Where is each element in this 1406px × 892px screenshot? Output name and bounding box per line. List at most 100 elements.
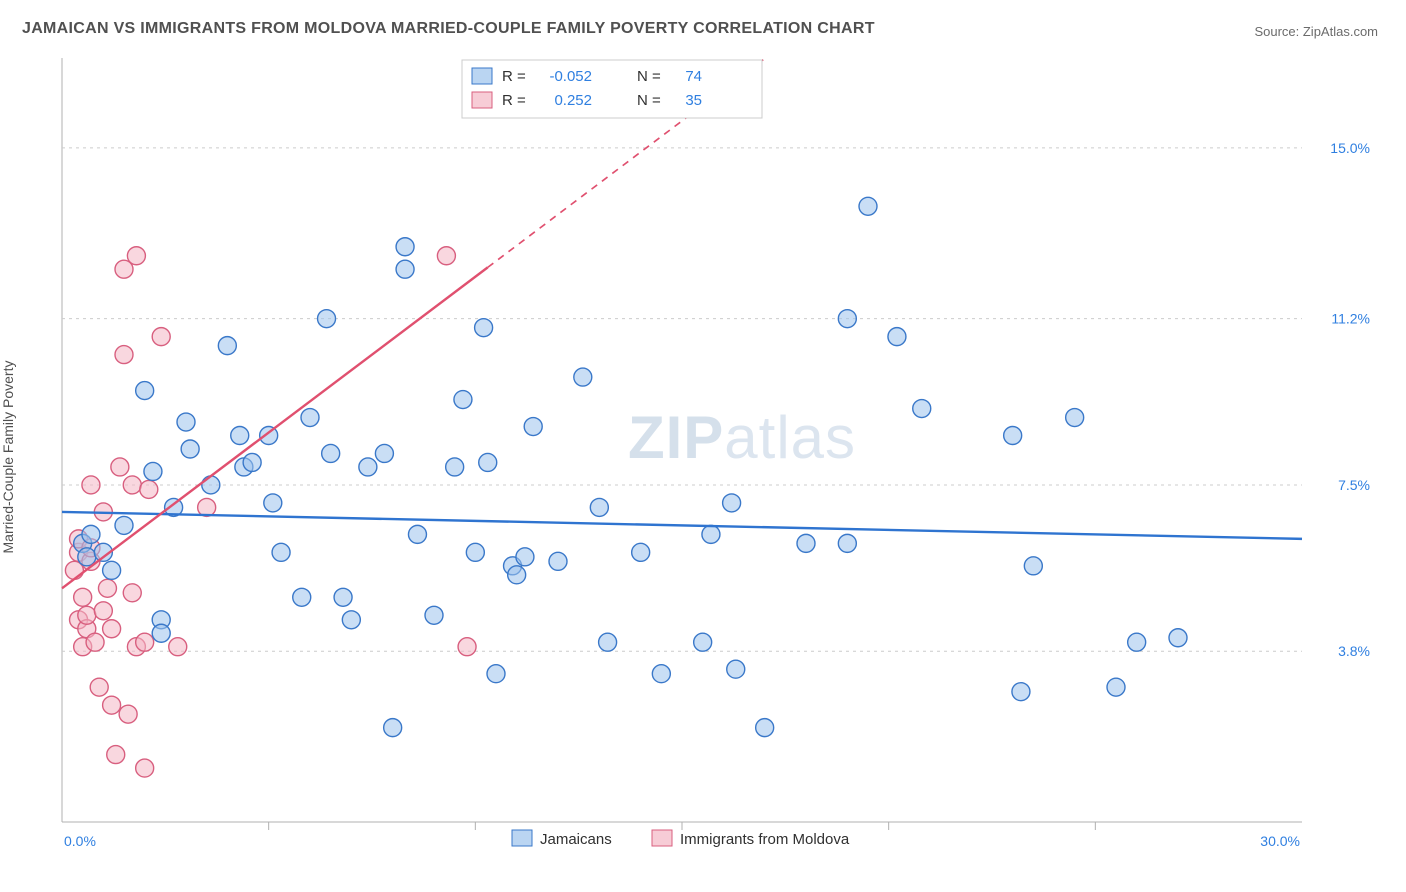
data-point bbox=[396, 238, 414, 256]
data-point bbox=[123, 476, 141, 494]
y-tick-label: 3.8% bbox=[1338, 643, 1370, 659]
data-point bbox=[524, 418, 542, 436]
y-axis-label: Married-Couple Family Poverty bbox=[0, 361, 16, 554]
svg-text:R =: R = bbox=[502, 68, 526, 85]
data-point bbox=[359, 458, 377, 476]
data-point bbox=[396, 260, 414, 278]
svg-text:N =: N = bbox=[637, 92, 661, 109]
data-point bbox=[437, 247, 455, 265]
data-point bbox=[86, 633, 104, 651]
data-point bbox=[838, 310, 856, 328]
data-point bbox=[82, 476, 100, 494]
data-point bbox=[408, 525, 426, 543]
data-point bbox=[652, 665, 670, 683]
watermark: ZIPatlas bbox=[628, 404, 856, 471]
data-point bbox=[322, 444, 340, 462]
data-point bbox=[202, 476, 220, 494]
data-point bbox=[574, 368, 592, 386]
data-point bbox=[111, 458, 129, 476]
y-tick-label: 15.0% bbox=[1330, 140, 1370, 156]
data-point bbox=[342, 611, 360, 629]
data-point bbox=[487, 665, 505, 683]
data-point bbox=[797, 534, 815, 552]
data-point bbox=[272, 543, 290, 561]
correlation-legend: R =-0.052N =74R =0.252N =35 bbox=[462, 60, 762, 118]
data-point bbox=[293, 588, 311, 606]
y-tick-label: 7.5% bbox=[1338, 477, 1370, 493]
data-point bbox=[264, 494, 282, 512]
data-point bbox=[144, 462, 162, 480]
data-point bbox=[859, 197, 877, 215]
data-point bbox=[181, 440, 199, 458]
data-point bbox=[127, 247, 145, 265]
data-point bbox=[1169, 629, 1187, 647]
data-point bbox=[231, 427, 249, 445]
data-point bbox=[119, 705, 137, 723]
data-point bbox=[549, 552, 567, 570]
data-point bbox=[384, 719, 402, 737]
svg-text:R =: R = bbox=[502, 92, 526, 109]
x-tick-label: 0.0% bbox=[64, 833, 96, 849]
data-point bbox=[446, 458, 464, 476]
data-point bbox=[756, 719, 774, 737]
data-point bbox=[838, 534, 856, 552]
data-point bbox=[466, 543, 484, 561]
data-point bbox=[136, 759, 154, 777]
data-point bbox=[1128, 633, 1146, 651]
legend-swatch bbox=[512, 830, 532, 846]
data-point bbox=[177, 413, 195, 431]
data-point bbox=[218, 337, 236, 355]
data-point bbox=[94, 602, 112, 620]
legend-swatch bbox=[472, 92, 492, 108]
data-point bbox=[103, 561, 121, 579]
legend-label: Jamaicans bbox=[540, 831, 612, 848]
data-point bbox=[1024, 557, 1042, 575]
data-point bbox=[107, 746, 125, 764]
data-point bbox=[103, 620, 121, 638]
data-point bbox=[152, 624, 170, 642]
data-point bbox=[727, 660, 745, 678]
source-label: Source: ZipAtlas.com bbox=[1254, 24, 1378, 39]
y-tick-label: 11.2% bbox=[1331, 311, 1370, 327]
data-point bbox=[475, 319, 493, 337]
trend-line-jamaicans bbox=[62, 512, 1302, 539]
data-point bbox=[123, 584, 141, 602]
data-point bbox=[632, 543, 650, 561]
data-point bbox=[140, 480, 158, 498]
data-point bbox=[1004, 427, 1022, 445]
data-point bbox=[702, 525, 720, 543]
data-point bbox=[913, 400, 931, 418]
data-point bbox=[888, 328, 906, 346]
data-point bbox=[1107, 678, 1125, 696]
data-point bbox=[74, 588, 92, 606]
data-point bbox=[425, 606, 443, 624]
data-point bbox=[115, 516, 133, 534]
data-point bbox=[136, 633, 154, 651]
data-point bbox=[243, 453, 261, 471]
data-point bbox=[115, 346, 133, 364]
data-point bbox=[78, 606, 96, 624]
scatter-chart: 3.8% 7.5% 11.2% 15.0% 0.0% 30.0% ZIPatlas R = -0… bbox=[22, 52, 1378, 862]
chart-title: JAMAICAN VS IMMIGRANTS FROM MOLDOVA MARR… bbox=[22, 20, 875, 38]
data-point bbox=[82, 525, 100, 543]
corr-r-value: -0.052 bbox=[549, 68, 592, 85]
data-point bbox=[78, 548, 96, 566]
corr-r-value: 0.252 bbox=[554, 92, 592, 109]
data-point bbox=[98, 579, 116, 597]
data-point bbox=[479, 453, 497, 471]
data-point bbox=[103, 696, 121, 714]
data-point bbox=[375, 444, 393, 462]
data-point bbox=[1066, 409, 1084, 427]
data-point bbox=[458, 638, 476, 656]
data-point bbox=[590, 498, 608, 516]
series-legend: JamaicansImmigrants from Moldova bbox=[512, 830, 850, 848]
data-point bbox=[1012, 683, 1030, 701]
data-point bbox=[454, 391, 472, 409]
legend-swatch bbox=[652, 830, 672, 846]
data-point bbox=[334, 588, 352, 606]
legend-swatch bbox=[472, 68, 492, 84]
data-point bbox=[301, 409, 319, 427]
data-point bbox=[508, 566, 526, 584]
x-tick-label: 30.0% bbox=[1260, 833, 1300, 849]
data-point bbox=[136, 382, 154, 400]
